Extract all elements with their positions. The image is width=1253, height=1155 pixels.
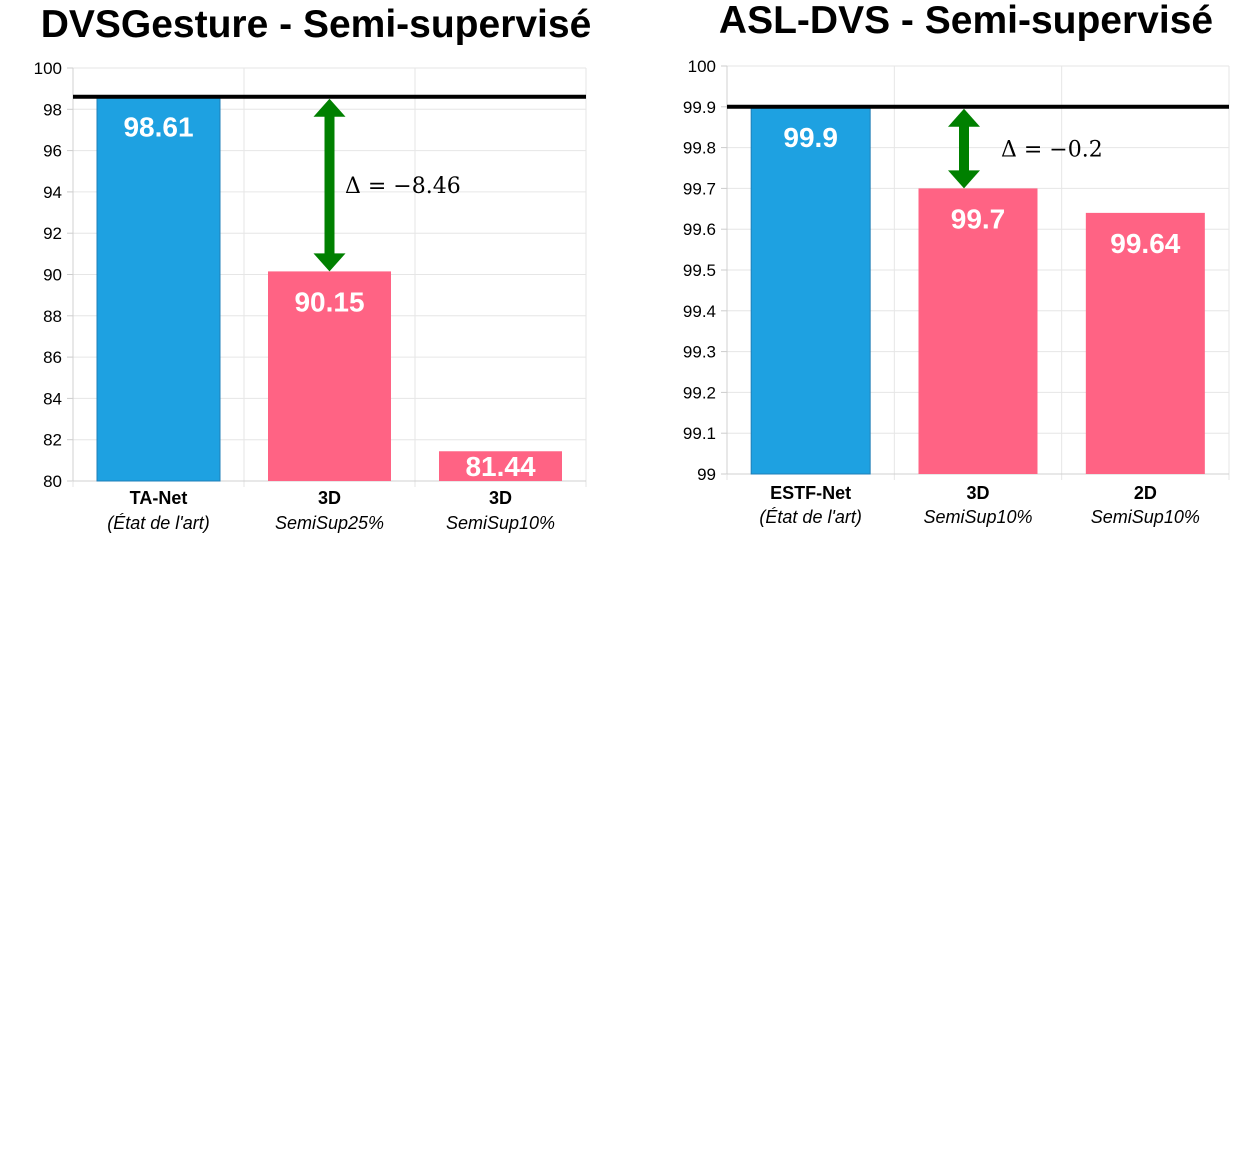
y-tick-label: 99.9 [683,98,716,117]
x-category-label: ESTF-Net [770,483,851,503]
y-tick-label: 99.7 [683,179,716,198]
y-tick-label: 99.5 [683,261,716,280]
bar [1085,212,1205,474]
y-tick-label: 99.4 [683,302,716,321]
bar-value-label: 99.9 [783,122,838,153]
bar [439,451,562,481]
delta-annotation: Δ = −8.46 [345,174,461,199]
bar [918,188,1038,474]
y-tick-label: 99.8 [683,139,716,158]
bar [268,271,391,481]
x-category-label: 3D [966,483,989,503]
y-tick-label: 82 [43,431,62,450]
x-category-sublabel: SemiSup10% [923,507,1032,527]
delta-arrow-head-up [313,98,346,117]
x-category-sublabel: SemiSup25% [275,513,384,533]
bar-value-label: 81.44 [465,451,535,482]
x-category-label: 3D [489,488,512,508]
y-tick-label: 94 [43,183,62,202]
x-category-sublabel: (État de l'art) [107,513,209,533]
y-tick-label: 99.3 [683,343,716,362]
y-tick-label: 88 [43,307,62,326]
bar-value-label: 99.64 [1110,228,1180,259]
chart-title: DVSGesture - Semi-supervisé [41,3,592,46]
y-tick-label: 100 [688,57,716,76]
y-tick-label: 84 [43,389,62,408]
chart-title: ASL-DVS - Semi-supervisé [719,0,1213,42]
delta-arrow-head-down [948,170,980,189]
delta-annotation: Δ = −0.2 [1001,138,1103,163]
bar [96,96,221,482]
x-category-label: 2D [1134,483,1157,503]
bar-value-label: 99.7 [951,203,1006,234]
bar-value-label: 98.61 [123,112,193,143]
y-tick-label: 99.2 [683,383,716,402]
y-tick-label: 96 [43,142,62,161]
delta-arrow-head-down [313,253,346,272]
y-tick-label: 99 [697,465,716,484]
y-tick-label: 86 [43,348,62,367]
delta-arrow-head-up [948,108,980,127]
x-category-label: TA-Net [130,488,188,508]
x-category-sublabel: SemiSup10% [1091,507,1200,527]
y-tick-label: 98 [43,100,62,119]
y-tick-label: 80 [43,472,62,491]
dvsgesture-chart: DVSGesture - Semi-supervisé 80 82 84 86 88 90… [34,3,592,533]
y-tick-label: 92 [43,224,62,243]
bar [750,106,871,475]
x-category-sublabel: SemiSup10% [446,513,555,533]
bar-value-label: 90.15 [294,286,364,317]
x-category-label: 3D [318,488,341,508]
asl-dvs-chart: ASL-DVS - Semi-supervisé 99 99.1 99.2 99.3 9… [683,0,1230,527]
y-tick-label: 90 [43,266,62,285]
y-tick-label: 100 [34,59,62,78]
y-tick-label: 99.1 [683,424,716,443]
x-category-sublabel: (État de l'art) [759,507,861,527]
y-tick-label: 99.6 [683,220,716,239]
